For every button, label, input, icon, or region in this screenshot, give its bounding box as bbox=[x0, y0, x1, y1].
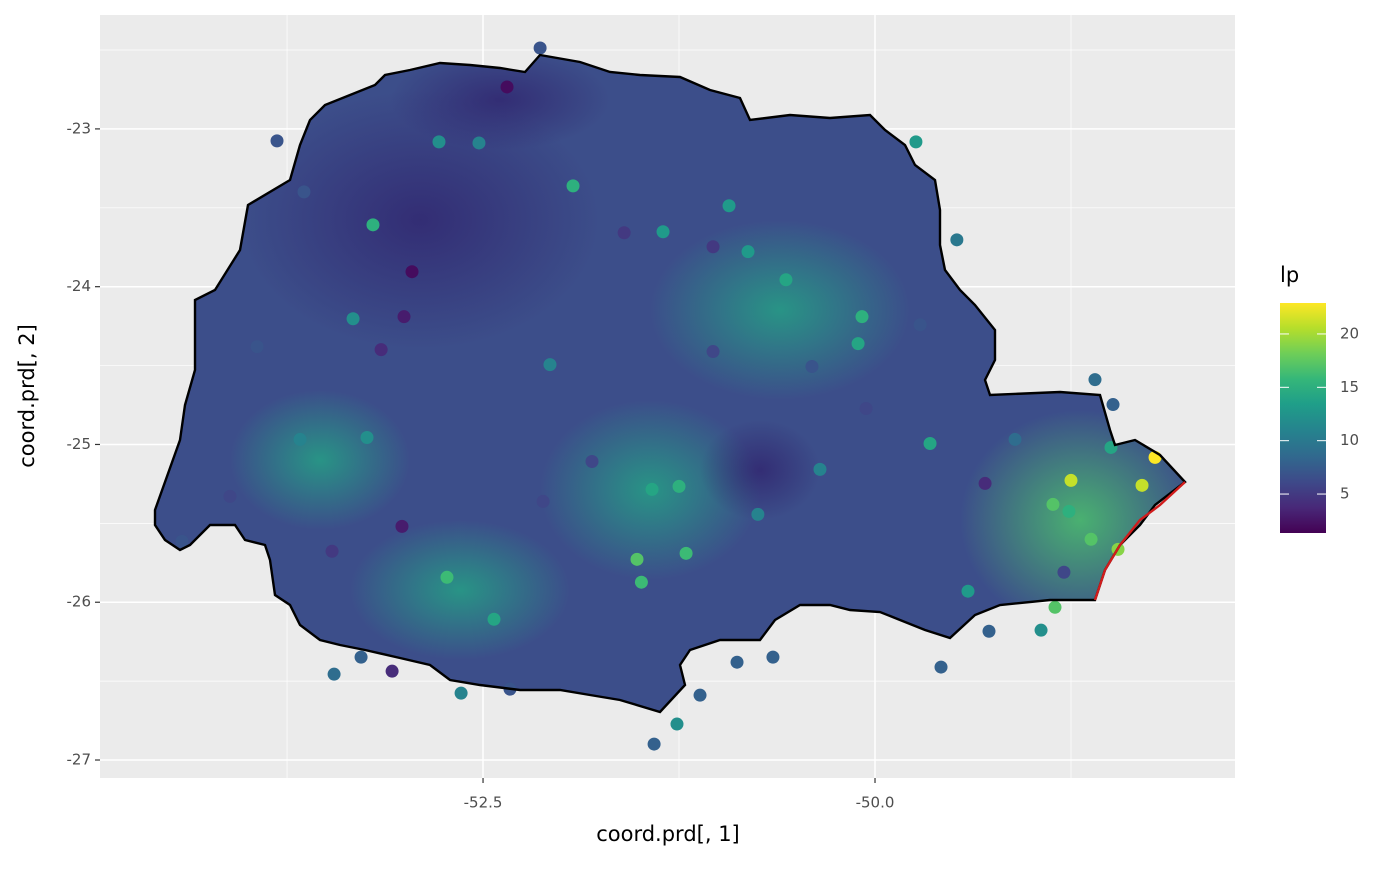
point bbox=[647, 737, 661, 751]
point bbox=[585, 455, 599, 469]
point bbox=[397, 310, 411, 324]
point bbox=[923, 437, 937, 451]
point bbox=[617, 226, 631, 240]
point bbox=[909, 135, 923, 149]
point bbox=[533, 41, 547, 55]
point bbox=[454, 686, 468, 700]
point bbox=[813, 462, 827, 476]
point bbox=[741, 245, 755, 259]
point bbox=[366, 218, 380, 232]
point bbox=[1046, 497, 1060, 511]
y-tick-label: -25 bbox=[67, 435, 92, 453]
y-tick-label: -23 bbox=[67, 119, 92, 137]
point bbox=[1084, 532, 1098, 546]
point bbox=[634, 575, 648, 589]
point bbox=[1057, 565, 1071, 579]
point bbox=[1008, 432, 1022, 446]
point bbox=[670, 717, 684, 731]
point bbox=[805, 360, 819, 374]
colorbar bbox=[1280, 303, 1326, 533]
point bbox=[1106, 398, 1120, 412]
point bbox=[950, 233, 964, 247]
point bbox=[500, 80, 514, 94]
point bbox=[1034, 623, 1048, 637]
point bbox=[405, 265, 419, 279]
point bbox=[297, 185, 311, 199]
colorbar-tick-label: 10 bbox=[1340, 431, 1359, 449]
point bbox=[934, 660, 948, 674]
point bbox=[679, 546, 693, 560]
y-axis-label: coord.prd[, 2] bbox=[15, 324, 39, 468]
point bbox=[566, 179, 580, 193]
point bbox=[859, 401, 873, 415]
point bbox=[175, 534, 189, 548]
colorbar-tick-label: 15 bbox=[1340, 378, 1359, 396]
point bbox=[432, 135, 446, 149]
point bbox=[472, 136, 486, 150]
point bbox=[1048, 600, 1062, 614]
point bbox=[645, 482, 659, 496]
point bbox=[855, 310, 869, 324]
point bbox=[706, 240, 720, 254]
point bbox=[395, 519, 409, 533]
point bbox=[293, 432, 307, 446]
point bbox=[223, 489, 237, 503]
point bbox=[630, 552, 644, 566]
point bbox=[961, 584, 975, 598]
point bbox=[766, 650, 780, 664]
point bbox=[250, 340, 264, 354]
coast-line bbox=[1093, 481, 1186, 601]
point bbox=[543, 358, 557, 372]
point bbox=[978, 476, 992, 490]
colorbar-tick-label: 5 bbox=[1340, 485, 1350, 503]
point bbox=[1062, 504, 1076, 518]
y-tick-label: -27 bbox=[67, 751, 92, 769]
point bbox=[672, 479, 686, 493]
x-tick-label: -52.5 bbox=[464, 794, 503, 812]
y-tick-label: -24 bbox=[67, 277, 92, 295]
x-tick-label: -50.0 bbox=[856, 794, 895, 812]
point bbox=[1088, 373, 1102, 387]
point bbox=[1135, 478, 1149, 492]
point bbox=[982, 624, 996, 638]
point bbox=[706, 345, 720, 359]
point bbox=[374, 343, 388, 357]
point bbox=[656, 225, 670, 239]
legend-title: lp bbox=[1280, 263, 1299, 287]
point bbox=[325, 544, 339, 558]
point bbox=[722, 199, 736, 213]
point bbox=[270, 134, 284, 148]
point bbox=[730, 655, 744, 669]
point bbox=[385, 664, 399, 678]
point bbox=[487, 612, 501, 626]
x-axis-label: coord.prd[, 1] bbox=[596, 822, 740, 846]
point bbox=[360, 431, 374, 445]
points bbox=[175, 41, 1162, 751]
point bbox=[354, 650, 368, 664]
point bbox=[1064, 473, 1078, 487]
point bbox=[536, 494, 550, 508]
point bbox=[327, 667, 341, 681]
point bbox=[440, 570, 454, 584]
y-tick-label: -26 bbox=[67, 593, 92, 611]
point bbox=[779, 273, 793, 287]
point bbox=[346, 312, 360, 326]
point bbox=[693, 688, 707, 702]
point bbox=[913, 318, 927, 332]
point bbox=[751, 507, 765, 521]
point bbox=[851, 337, 865, 351]
colorbar-tick-label: 20 bbox=[1340, 324, 1359, 342]
